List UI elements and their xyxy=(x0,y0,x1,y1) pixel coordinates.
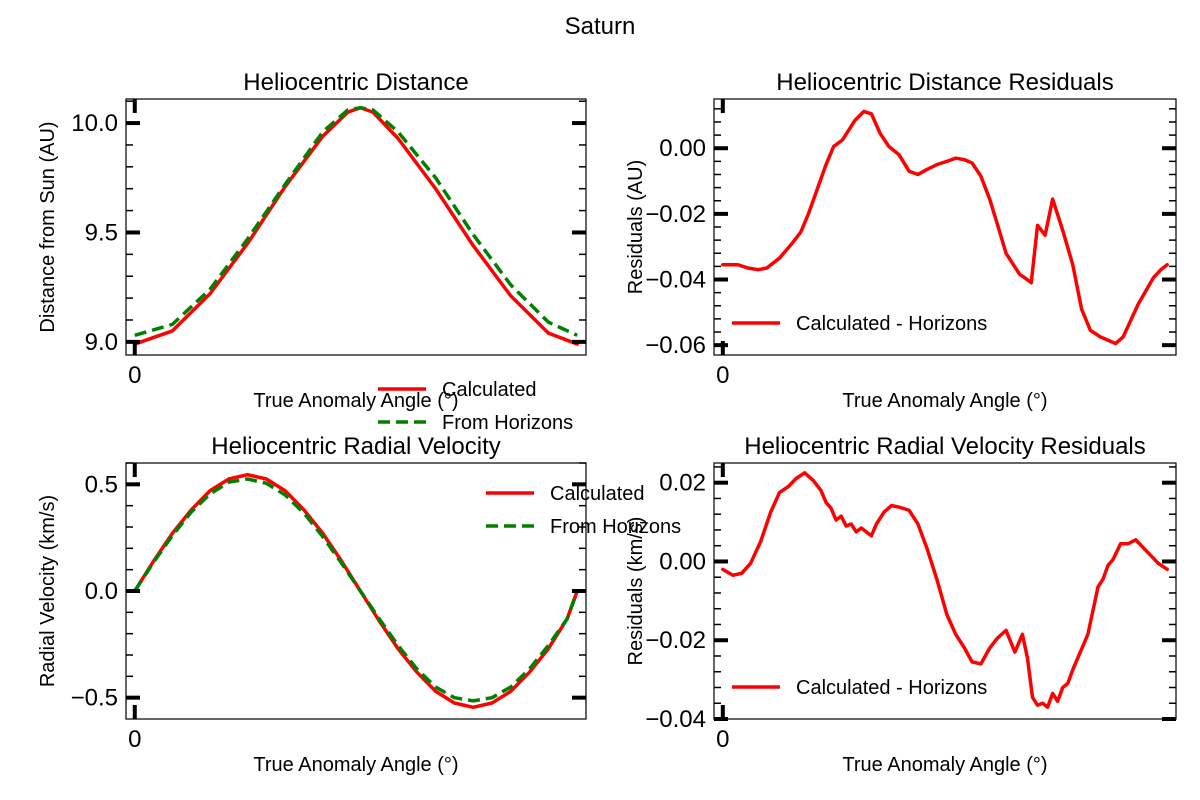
chart2-title: Heliocentric Radial Velocity xyxy=(211,433,500,460)
chart0-title: Heliocentric Distance xyxy=(243,69,468,96)
chart2-xtick-label-0: 0 xyxy=(128,726,141,753)
chart1-ytick-label-3: 0.00 xyxy=(659,135,706,162)
chart2-ytick-label-2: 0.5 xyxy=(85,471,118,498)
chart0-xlabel: True Anomaly Angle (°) xyxy=(253,390,458,412)
chart3-axes-frame xyxy=(713,462,1177,720)
chart3-legend: Calculated - Horizons xyxy=(732,677,987,699)
chart1-series-group xyxy=(721,109,1169,346)
chart2-legend: Calculated From Horizons xyxy=(486,483,681,538)
chart3-xlabel: True Anomaly Angle (°) xyxy=(842,754,1047,776)
chart3-series-group xyxy=(721,471,1169,709)
chart0-ytick-label-0: 9.0 xyxy=(85,329,118,356)
chart2-legend-label-1: From Horizons xyxy=(550,516,681,538)
chart3-ylabel: Residuals (km/s) xyxy=(625,517,647,666)
chart2-subplot: Heliocentric Radial Velocity True Anomaly… xyxy=(37,433,681,776)
chart1-legend: Calculated - Horizons xyxy=(732,313,987,335)
chart3-ytick-label-0: −0.04 xyxy=(645,706,706,733)
chart3-title: Heliocentric Radial Velocity Residuals xyxy=(744,433,1146,460)
chart0-ytick-label-2: 10.0 xyxy=(71,110,118,137)
chart2-series-1-line xyxy=(133,477,579,703)
chart1-ytick-label-0: −0.06 xyxy=(645,332,706,359)
chart2-series-group xyxy=(133,472,579,710)
chart1-ytick-label-1: −0.04 xyxy=(645,267,706,294)
chart1-xlabel: True Anomaly Angle (°) xyxy=(842,390,1047,412)
chart1-title: Heliocentric Distance Residuals xyxy=(776,69,1113,96)
chart1-ytick-label-2: −0.02 xyxy=(645,201,706,228)
chart0-subplot: Heliocentric Distance True Anomaly Angle … xyxy=(37,69,587,434)
chart3-ytick-label-1: −0.02 xyxy=(645,627,706,654)
chart3-ytick-label-3: 0.02 xyxy=(659,470,706,497)
chart3-series-0-line xyxy=(721,471,1169,709)
chart1-series-0-line xyxy=(721,109,1169,346)
chart3-subplot: Heliocentric Radial Velocity Residuals Tr… xyxy=(625,433,1177,776)
chart2-ylabel: Radial Velocity (km/s) xyxy=(37,495,59,687)
chart0-axes-frame xyxy=(125,98,587,356)
chart0-xtick-label-0: 0 xyxy=(128,362,141,389)
chart1-xtick-label-0: 0 xyxy=(716,362,729,389)
chart3-legend-label-0: Calculated - Horizons xyxy=(796,677,987,699)
chart0-legend: Calculated From Horizons xyxy=(378,379,573,434)
chart0-series-1-line xyxy=(134,106,578,337)
chart0-legend-label-1: From Horizons xyxy=(442,412,573,434)
chart3-ytick-label-2: 0.00 xyxy=(659,548,706,575)
chart3-xtick-label-0: 0 xyxy=(716,726,729,753)
chart0-legend-label-0: Calculated xyxy=(442,379,537,401)
chart2-legend-label-0: Calculated xyxy=(550,483,645,505)
subplot-panels: Heliocentric Distance True Anomaly Angle … xyxy=(37,69,1177,776)
chart0-series-0-line xyxy=(133,106,579,346)
chart1-subplot: Heliocentric Distance Residuals True Anom… xyxy=(625,69,1177,412)
figure-suptitle: Saturn xyxy=(565,13,636,40)
chart0-ylabel: Distance from Sun (AU) xyxy=(37,121,59,332)
chart2-xlabel: True Anomaly Angle (°) xyxy=(253,754,458,776)
chart2-ytick-label-0: −0.5 xyxy=(71,685,118,712)
chart0-ytick-label-1: 9.5 xyxy=(85,219,118,246)
chart2-series-0-line xyxy=(133,472,579,710)
chart1-legend-label-0: Calculated - Horizons xyxy=(796,313,987,335)
chart1-ylabel: Residuals (AU) xyxy=(625,160,647,294)
chart0-series-group xyxy=(133,106,579,346)
chart2-ytick-label-1: 0.0 xyxy=(85,578,118,605)
